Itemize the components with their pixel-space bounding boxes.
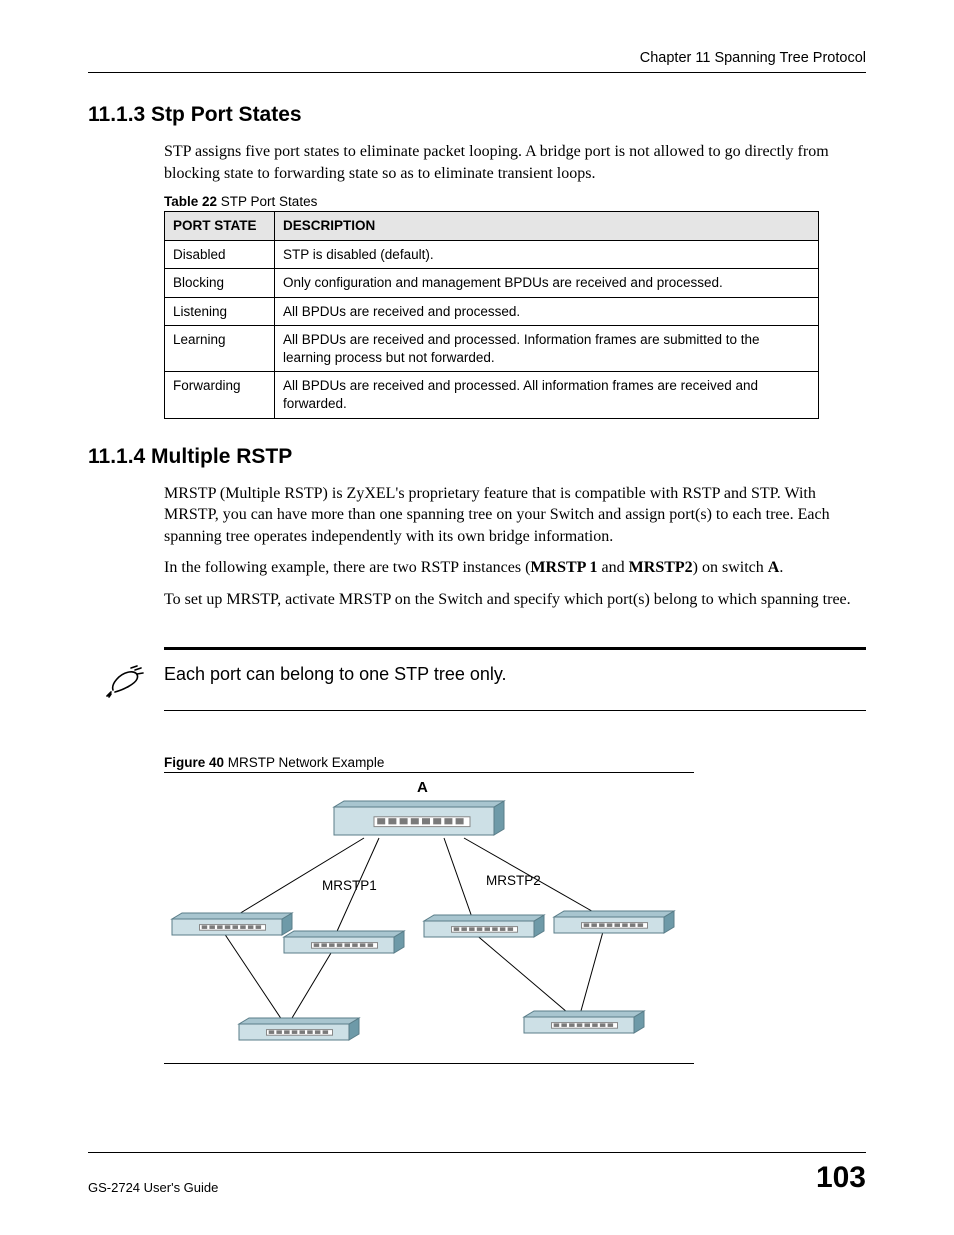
figure-caption: Figure 40 MRSTP Network Example <box>164 755 866 770</box>
figure-label-mrstp1: MRSTP1 <box>322 878 377 893</box>
p2-b3: A <box>768 559 780 576</box>
stp-port-states-table: PORT STATE DESCRIPTION Disabled STP is d… <box>164 211 819 418</box>
table-row: Blocking Only configuration and manageme… <box>165 269 819 298</box>
table-caption: Table 22 STP Port States <box>164 194 866 209</box>
table-row: Disabled STP is disabled (default). <box>165 240 819 269</box>
td-state: Forwarding <box>165 372 275 418</box>
td-state: Listening <box>165 297 275 326</box>
figure-mrstp-diagram: A MRSTP1 MRSTP2 <box>164 772 694 1064</box>
table-caption-title: STP Port States <box>217 194 317 209</box>
page: Chapter 11 Spanning Tree Protocol 11.1.3… <box>0 0 954 1235</box>
note-body: Each port can belong to one STP tree onl… <box>88 650 866 710</box>
th-description: DESCRIPTION <box>275 212 819 241</box>
p2-pre: In the following example, there are two … <box>164 559 530 576</box>
p2-mid: and <box>598 559 629 576</box>
td-state: Disabled <box>165 240 275 269</box>
td-desc: All BPDUs are received and processed. Al… <box>275 372 819 418</box>
td-desc: All BPDUs are received and processed. <box>275 297 819 326</box>
td-desc: All BPDUs are received and processed. In… <box>275 326 819 372</box>
note-text: Each port can belong to one STP tree onl… <box>164 662 507 687</box>
table-header-row: PORT STATE DESCRIPTION <box>165 212 819 241</box>
section1-para: STP assigns five port states to eliminat… <box>164 141 866 184</box>
note-rule-bottom <box>164 710 866 711</box>
footer: GS-2724 User's Guide 103 <box>88 1152 866 1195</box>
table-caption-num: Table 22 <box>164 194 217 209</box>
figure-caption-num: Figure 40 <box>164 755 224 770</box>
section2-para3: To set up MRSTP, activate MRSTP on the S… <box>164 589 866 611</box>
figure-caption-title: MRSTP Network Example <box>224 755 384 770</box>
section2-para2: In the following example, there are two … <box>164 557 866 579</box>
figure-label-mrstp2: MRSTP2 <box>486 873 541 888</box>
note-block: Each port can belong to one STP tree onl… <box>88 647 866 711</box>
th-port-state: PORT STATE <box>165 212 275 241</box>
table-row: Forwarding All BPDUs are received and pr… <box>165 372 819 418</box>
section2-para1: MRSTP (Multiple RSTP) is ZyXEL's proprie… <box>164 483 866 548</box>
note-icon <box>88 662 164 698</box>
p2-b1: MRSTP 1 <box>530 559 597 576</box>
table-row: Learning All BPDUs are received and proc… <box>165 326 819 372</box>
footer-page-number: 103 <box>816 1161 866 1195</box>
section-heading-multiple-rstp: 11.1.4 Multiple RSTP <box>88 445 866 469</box>
p2-post1: ) on switch <box>693 559 768 576</box>
p2-post2: . <box>779 559 783 576</box>
p2-b2: MRSTP2 <box>629 559 693 576</box>
header-chapter: Chapter 11 Spanning Tree Protocol <box>88 50 866 73</box>
section-heading-stp-port-states: 11.1.3 Stp Port States <box>88 103 866 127</box>
td-state: Learning <box>165 326 275 372</box>
figure-label-a: A <box>417 779 428 796</box>
td-desc: STP is disabled (default). <box>275 240 819 269</box>
table-row: Listening All BPDUs are received and pro… <box>165 297 819 326</box>
td-state: Blocking <box>165 269 275 298</box>
td-desc: Only configuration and management BPDUs … <box>275 269 819 298</box>
footer-guide-name: GS-2724 User's Guide <box>88 1180 218 1195</box>
